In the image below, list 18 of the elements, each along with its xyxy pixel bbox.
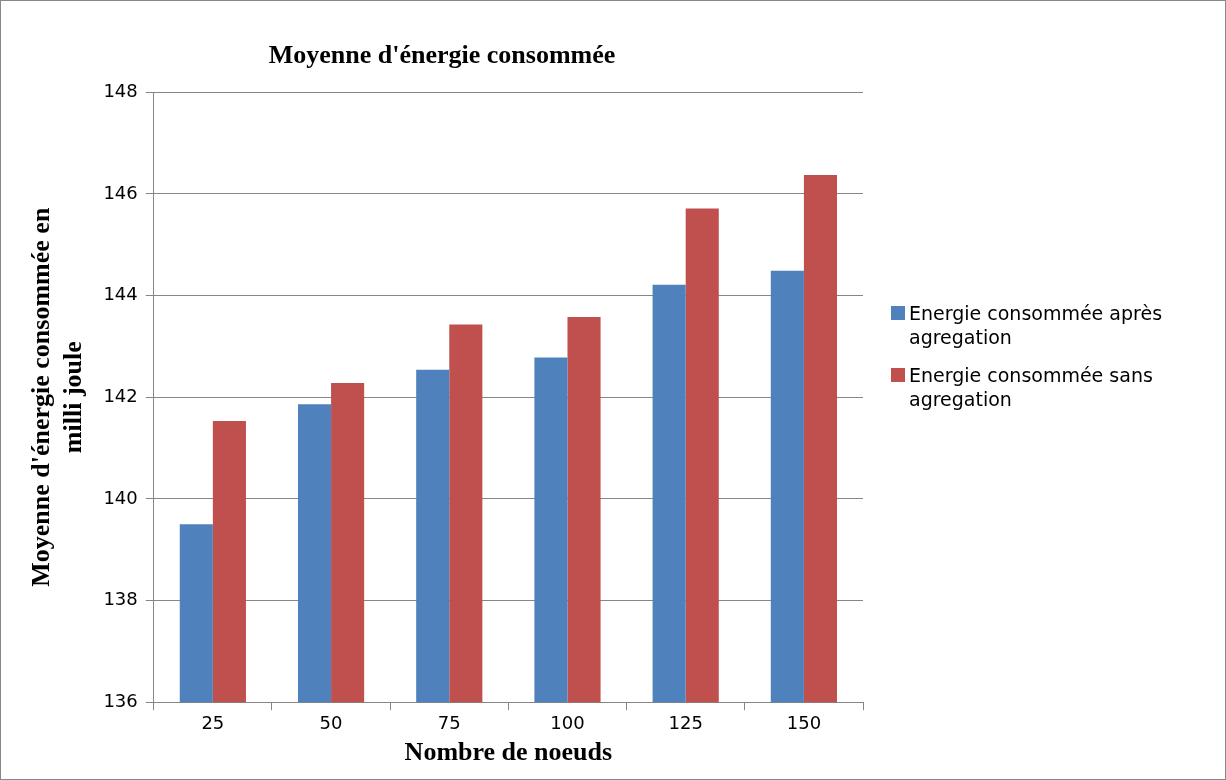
y-tick-label: 142 (103, 384, 138, 406)
x-tick-label: 50 (319, 711, 343, 733)
y-tick-label: 148 (103, 79, 138, 101)
y-tick-label: 138 (103, 588, 138, 610)
x-tick-label: 25 (201, 711, 225, 733)
x-tick-label: 150 (786, 711, 822, 733)
x-axis-title: Nombre de noeuds (404, 737, 613, 767)
y-tick-label: 136 (103, 689, 138, 711)
legend-label: Energie consommée après agregation (909, 301, 1164, 349)
y-axis-title: Moyenne d'énergie consommée en milli joule (26, 207, 87, 587)
x-tick-label: 100 (550, 711, 585, 733)
y-tick-label: 140 (103, 486, 138, 508)
x-tick-label: 75 (437, 711, 461, 733)
x-tick-label: 125 (668, 711, 703, 733)
chart-title: Moyenne d'énergie consommée (268, 40, 616, 70)
legend-label: Energie consommée sans agregation (909, 363, 1154, 411)
y-tick-label: 146 (103, 181, 138, 203)
y-tick-label: 144 (103, 283, 138, 305)
